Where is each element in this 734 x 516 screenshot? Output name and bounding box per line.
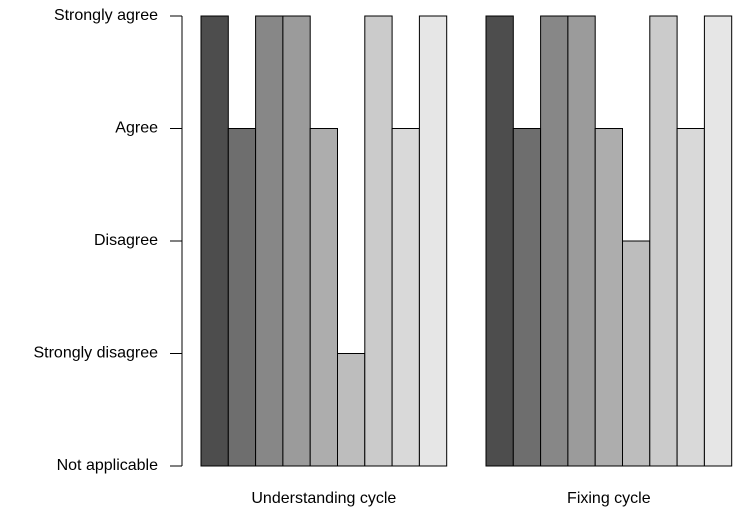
bar bbox=[364, 15, 393, 467]
y-tick-label: Strongly disagree bbox=[33, 345, 158, 362]
bar bbox=[703, 15, 733, 467]
bar bbox=[485, 15, 514, 467]
y-tick-label: Not applicable bbox=[57, 457, 159, 474]
bar bbox=[200, 15, 229, 467]
y-tick-label: Agree bbox=[115, 120, 158, 137]
bar bbox=[676, 128, 705, 467]
bar bbox=[337, 353, 366, 467]
bar bbox=[567, 15, 596, 467]
bar bbox=[391, 128, 420, 467]
bar bbox=[540, 15, 569, 467]
x-tick-label: Fixing cycle bbox=[567, 490, 651, 507]
bar bbox=[594, 128, 624, 467]
bar bbox=[649, 15, 678, 467]
y-tick-label: Strongly agree bbox=[54, 7, 158, 24]
x-tick-label: Understanding cycle bbox=[251, 490, 396, 507]
bar bbox=[622, 240, 651, 467]
bar bbox=[512, 128, 542, 467]
y-tick-label: Disagree bbox=[94, 232, 158, 249]
bar bbox=[227, 128, 257, 467]
bar bbox=[255, 15, 284, 467]
bar bbox=[418, 15, 448, 467]
bar bbox=[309, 128, 339, 467]
bar bbox=[282, 15, 311, 467]
